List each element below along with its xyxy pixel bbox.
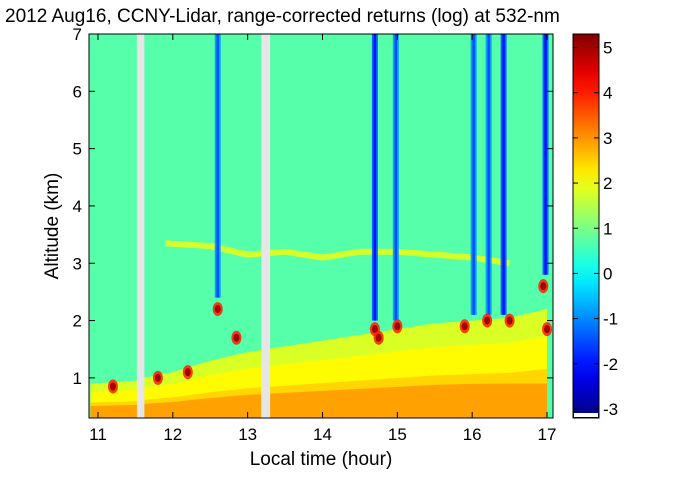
colorbar-tick-label: 3 [603, 129, 612, 148]
colorbar-tick-label: 5 [603, 39, 612, 58]
attenuated-column-core [487, 34, 490, 315]
x-axis-label: Local time (hour) [250, 449, 393, 470]
colorbar-tick-label: 4 [603, 84, 612, 103]
y-tick-label: 4 [73, 197, 82, 216]
data-gaps [136, 34, 271, 418]
x-tick-label: 13 [238, 425, 257, 444]
data-gap [136, 34, 145, 418]
cloud-return-core [461, 322, 468, 331]
attenuated-column-core [472, 34, 475, 315]
x-tick-label: 11 [89, 425, 107, 444]
cloud-return-core [233, 333, 240, 342]
colorbar-tick-label: -1 [603, 310, 618, 329]
cloud-return-core [109, 382, 116, 391]
attenuated-column-core [544, 34, 547, 275]
x-tick-label: 12 [163, 425, 182, 444]
aerosol-layer-line [165, 240, 511, 267]
colorbar: -3 -2 -1 0 1 2 3 4 5 [572, 33, 618, 419]
cloud-returns [107, 279, 553, 394]
near-ground-band [90, 383, 548, 418]
y-tick-label: 6 [73, 82, 82, 101]
cloud-return-core [506, 316, 513, 325]
colorbar-underflow [574, 413, 598, 417]
cloud-return-core [540, 282, 547, 291]
cloud-return-core [371, 325, 378, 334]
x-tick-label: 14 [313, 425, 332, 444]
cloud-return-core [394, 322, 401, 331]
x-tick-label: 15 [388, 425, 407, 444]
plot-frame [88, 33, 554, 419]
cloud-return-core [154, 373, 161, 382]
heatmap-plot-area [89, 34, 553, 418]
attenuated-column-core [373, 34, 377, 321]
y-axis: 1 2 3 4 5 6 7 [73, 25, 553, 388]
attenuated-column-core [394, 34, 398, 321]
x-tick-label: 16 [463, 425, 482, 444]
colorbar-tick-label: 2 [603, 174, 612, 193]
data-gap [261, 34, 271, 418]
y-tick-label: 5 [73, 140, 82, 159]
cloud-return-core [544, 325, 551, 334]
attenuated-columns [214, 34, 549, 321]
x-tick-label: 17 [538, 425, 557, 444]
y-tick-label: 1 [73, 369, 82, 388]
colorbar-ticks: -3 -2 -1 0 1 2 3 4 5 [573, 39, 618, 419]
cloud-return-core [214, 305, 221, 314]
attenuated-column-core [502, 34, 505, 315]
boundary-layer [90, 309, 548, 418]
colorbar-tick-label: -2 [603, 355, 618, 374]
y-tick-label: 7 [73, 25, 82, 44]
colorbar-tick-label: -3 [603, 400, 618, 419]
y-tick-label: 2 [73, 312, 82, 331]
x-axis: 11 12 13 14 15 16 17 [89, 34, 556, 444]
cloud-return-core [184, 368, 191, 377]
y-tick-label: 3 [73, 254, 82, 273]
colorbar-tick-label: 0 [603, 264, 612, 283]
cloud-return-core [375, 333, 382, 342]
chart-title: 2012 Aug16, CCNY-Lidar, range-corrected … [5, 6, 560, 27]
attenuated-column-core [216, 34, 219, 298]
colorbar-tick-label: 1 [603, 219, 612, 238]
colorbar-gradient [572, 33, 600, 419]
cloud-return-core [484, 316, 491, 325]
y-axis-label: Altitude (km) [42, 173, 63, 280]
